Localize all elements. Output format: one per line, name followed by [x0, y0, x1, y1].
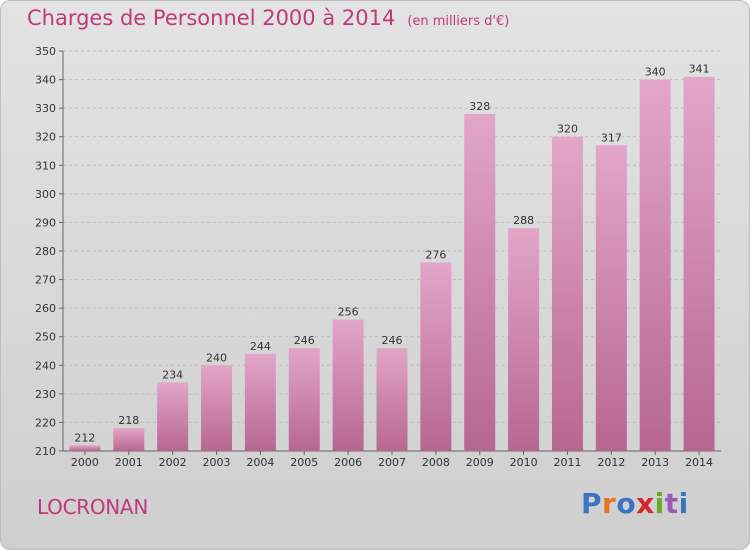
x-tick-label: 2009	[466, 456, 494, 469]
logo-letter: i	[678, 487, 689, 520]
bar-2005	[288, 348, 320, 451]
bar-2008	[420, 262, 452, 451]
chart-subtitle: (en milliers d'€)	[407, 14, 510, 29]
y-tick-label: 290	[35, 216, 56, 229]
x-tick-label: 2008	[422, 456, 450, 469]
x-tick-label: 2007	[378, 456, 406, 469]
chart-title-text: Charges de Personnel 2000 à 2014	[27, 6, 396, 30]
bar-value-label: 276	[425, 248, 446, 261]
y-tick-label: 300	[35, 188, 56, 201]
proxiti-logo[interactable]: Proxiti	[581, 487, 689, 520]
logo-letter: t	[664, 487, 679, 520]
bar-2000	[69, 445, 101, 451]
bar-value-label: 246	[382, 334, 403, 347]
y-tick-label: 340	[35, 74, 56, 87]
bar-value-label: 288	[513, 214, 534, 227]
bar-2014	[683, 76, 715, 451]
bar-2009	[464, 113, 496, 451]
bar-2003	[201, 365, 233, 451]
bar-2010	[508, 228, 540, 451]
y-tick-label: 320	[35, 131, 56, 144]
y-tick-label: 210	[35, 445, 56, 458]
bar-2007	[376, 348, 408, 451]
x-tick-label: 2002	[159, 456, 187, 469]
y-tick-label: 240	[35, 359, 56, 372]
logo-letter: r	[602, 487, 617, 520]
x-tick-label: 2010	[510, 456, 538, 469]
bar-value-label: 320	[557, 123, 578, 136]
bar-value-label: 240	[206, 351, 227, 364]
logo-letter: i	[654, 487, 665, 520]
bars	[69, 76, 715, 452]
y-tick-label: 350	[35, 45, 56, 58]
bar-value-label: 244	[250, 340, 271, 353]
bar-2011	[551, 136, 583, 451]
y-tick-label: 270	[35, 274, 56, 287]
bar-2001	[113, 428, 145, 451]
bar-value-label: 256	[338, 306, 359, 319]
chart-title: Charges de Personnel 2000 à 2014 (en mill…	[27, 6, 509, 30]
logo-letter: x	[636, 487, 655, 520]
commune-name: LOCRONAN	[37, 495, 148, 519]
bar-2002	[157, 382, 189, 451]
bar-value-label: 340	[645, 66, 666, 79]
x-tick-label: 2014	[685, 456, 713, 469]
y-tick-label: 220	[35, 416, 56, 429]
bar-value-label: 246	[294, 334, 315, 347]
y-tick-label: 310	[35, 159, 56, 172]
x-tick-label: 2011	[553, 456, 581, 469]
bar-value-label: 218	[118, 414, 139, 427]
y-tick-label: 250	[35, 331, 56, 344]
y-tick-label: 260	[35, 302, 56, 315]
y-tick-label: 230	[35, 388, 56, 401]
x-tick-label: 2005	[290, 456, 318, 469]
bar-2006	[332, 319, 364, 451]
x-tick-label: 2006	[334, 456, 362, 469]
bar-value-label: 234	[162, 368, 183, 381]
bar-2013	[639, 79, 671, 452]
bar-value-label: 341	[689, 63, 710, 76]
x-tick-label: 2004	[246, 456, 274, 469]
bar-2012	[595, 145, 627, 452]
x-tick-label: 2001	[115, 456, 143, 469]
x-tick-label: 2003	[203, 456, 231, 469]
logo-letter: P	[581, 487, 603, 520]
bar-value-label: 317	[601, 131, 622, 144]
bar-2004	[244, 353, 276, 451]
bar-value-label: 212	[74, 431, 95, 444]
labels: 210 220 230 240 250 260 270 280 290 300 310 320 330 3…	[35, 45, 713, 469]
x-tick-label: 2012	[597, 456, 625, 469]
y-tick-label: 330	[35, 102, 56, 115]
logo-letter: o	[616, 487, 637, 520]
x-tick-label: 2013	[641, 456, 669, 469]
bar-value-label: 328	[469, 100, 490, 113]
x-tick-label: 2000	[71, 456, 99, 469]
y-tick-label: 280	[35, 245, 56, 258]
